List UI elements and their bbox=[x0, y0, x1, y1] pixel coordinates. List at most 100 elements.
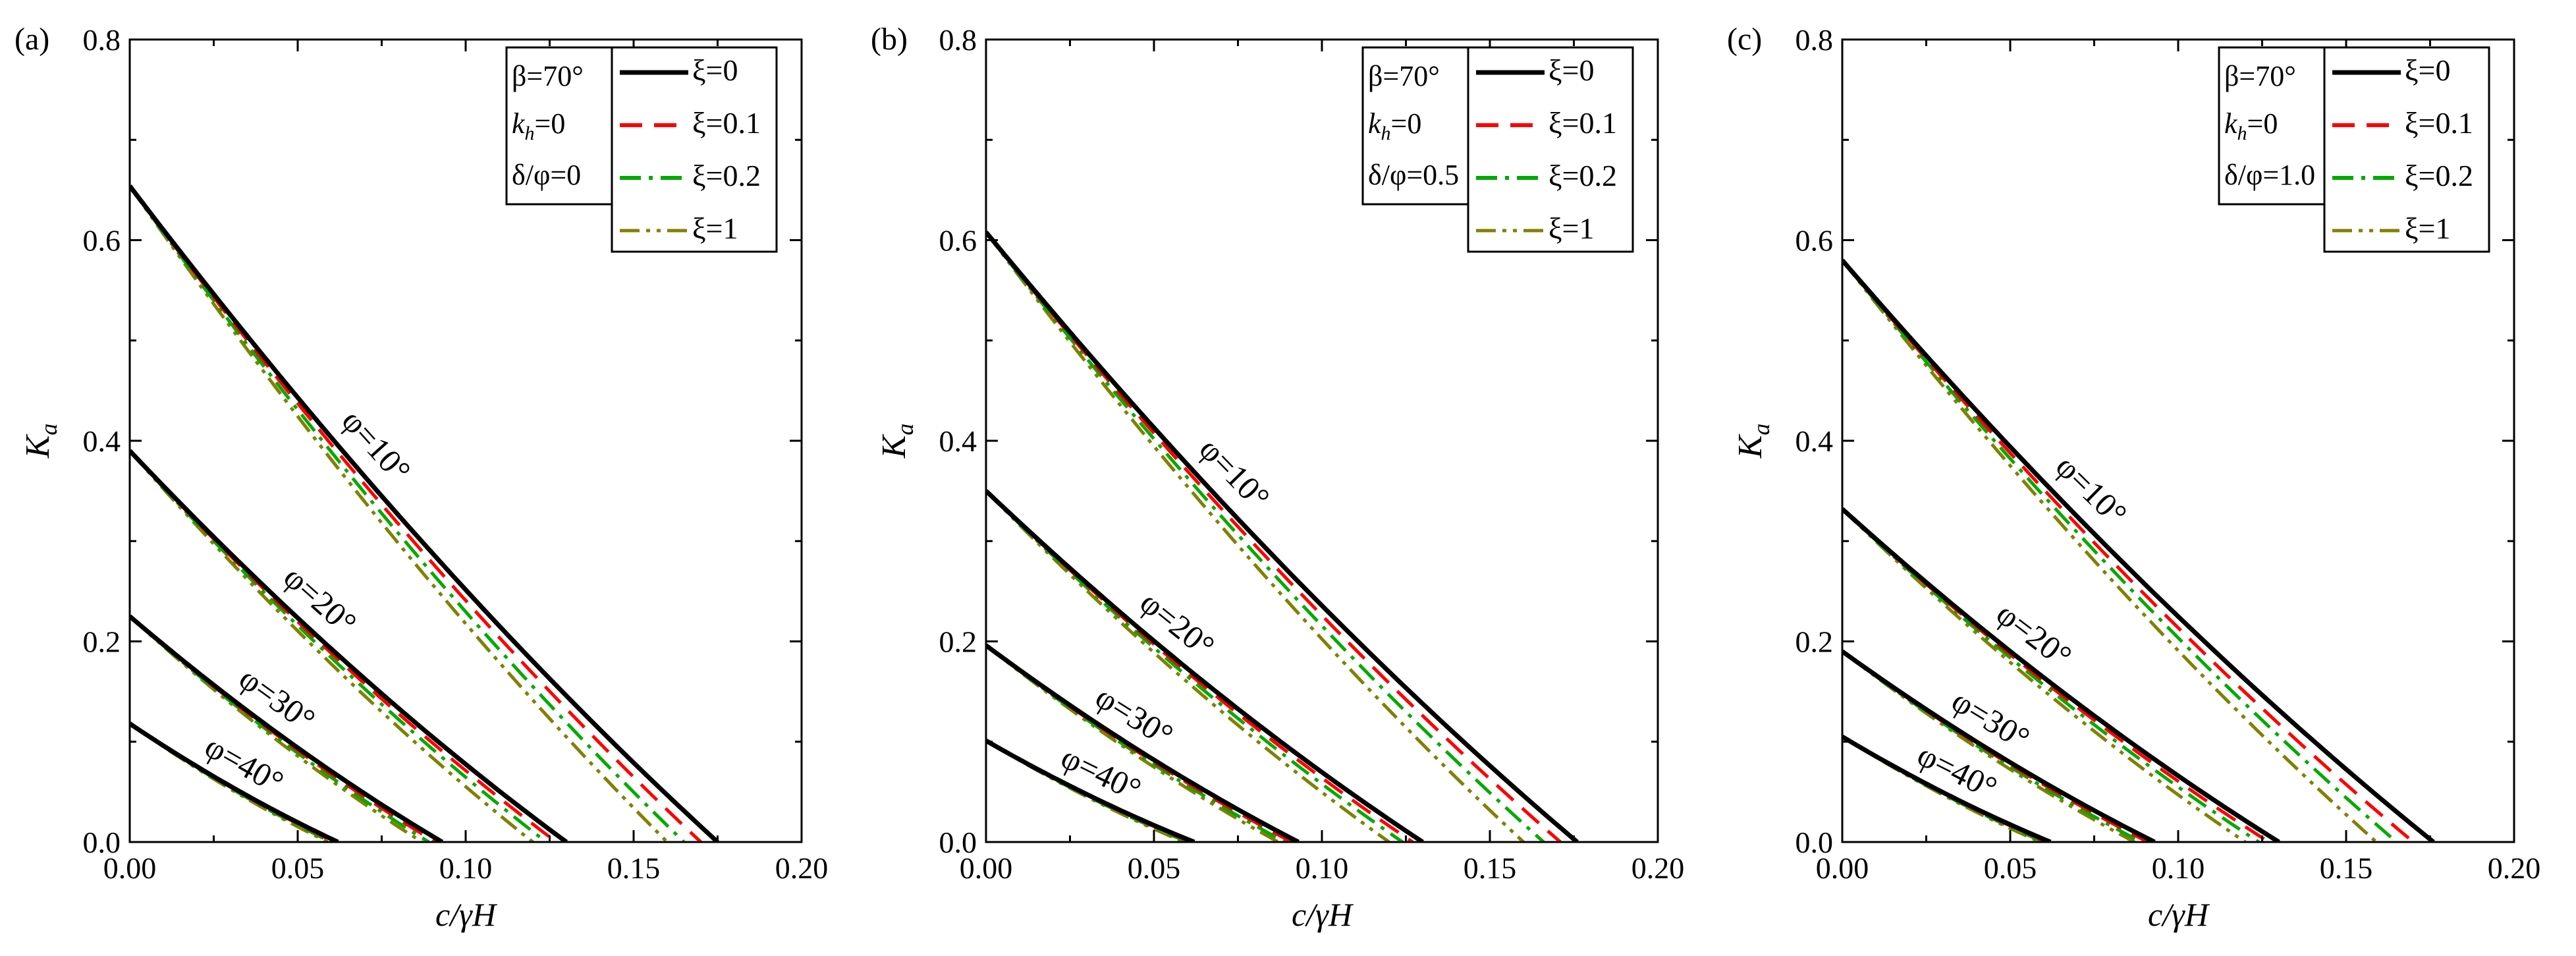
legend-label-1: ξ=0 bbox=[2405, 53, 2450, 87]
series-line-2-1 bbox=[1842, 507, 2280, 842]
series-line-1-3 bbox=[130, 184, 686, 842]
legend-box bbox=[2323, 46, 2490, 253]
series-line-2-2 bbox=[1842, 507, 2270, 842]
chart-panel-3: 0.00 0.05 0.10 0.15 0.20 0.0 0.2 0.4 0.6 0.8 c/γH K… bbox=[1727, 22, 2540, 933]
param-kh-symbol: k bbox=[512, 107, 526, 140]
y-tick-label: 0.0 bbox=[1795, 826, 1834, 859]
y-tick-label: 0.2 bbox=[939, 625, 977, 659]
curves bbox=[986, 231, 1579, 842]
curve-annotation-1: φ=10° bbox=[2048, 447, 2134, 532]
chart-panel-2: 0.00 0.05 0.10 0.15 0.20 0.0 0.2 0.4 0.6 0.8 c/γH K… bbox=[871, 22, 1684, 933]
param-kh-value: =0 bbox=[1391, 107, 1422, 140]
series-line-3-2 bbox=[130, 615, 437, 842]
curve-annotation-1: φ=10° bbox=[335, 402, 418, 489]
series-line-2-3 bbox=[130, 449, 547, 842]
series-line-4-1 bbox=[130, 721, 339, 842]
legend-label-1: ξ=0 bbox=[1548, 53, 1594, 87]
panel-label: (b) bbox=[871, 22, 908, 57]
y-axis-label-sub: a bbox=[1748, 424, 1774, 436]
curve-annotation-2: φ=20° bbox=[1134, 584, 1222, 665]
param-kh-sub: h bbox=[525, 123, 535, 144]
panel-label: (c) bbox=[1727, 22, 1762, 57]
param-kh-symbol: k bbox=[2224, 107, 2238, 140]
y-tick-label: 0.8 bbox=[83, 23, 121, 57]
y-axis-label: Ka bbox=[19, 424, 62, 459]
param-kh-value: =0 bbox=[2247, 107, 2278, 140]
param-delta: δ/φ=1.0 bbox=[2224, 159, 2315, 191]
legend-label-1: ξ=0 bbox=[692, 53, 738, 87]
x-tick-label: 0.00 bbox=[103, 851, 157, 885]
series-line-3-1 bbox=[986, 643, 1300, 842]
curves bbox=[1842, 258, 2435, 842]
y-tick-label: 0.6 bbox=[83, 224, 121, 258]
series-line-2-1 bbox=[130, 449, 568, 842]
series-line-3-1 bbox=[130, 614, 444, 842]
x-tick-label: 0.00 bbox=[1816, 851, 1869, 885]
series-line-1-4 bbox=[1842, 259, 2378, 842]
legend-box bbox=[1467, 46, 1634, 253]
series-line-3-3 bbox=[986, 644, 1286, 842]
legend-box bbox=[611, 46, 778, 253]
y-tick-label: 0.6 bbox=[1795, 224, 1834, 258]
legend-label-2: ξ=0.1 bbox=[1548, 106, 1617, 140]
y-axis-label-sub: a bbox=[892, 424, 918, 436]
series-line-2-1 bbox=[986, 489, 1424, 842]
series-line-1-1 bbox=[130, 184, 719, 842]
x-tick-label: 0.10 bbox=[439, 851, 493, 885]
param-delta: δ/φ=0.5 bbox=[1368, 159, 1459, 191]
x-tick-label: 0.10 bbox=[1296, 851, 1349, 885]
series-line-3-3 bbox=[130, 615, 430, 842]
legend-label-4: ξ=1 bbox=[1548, 211, 1594, 245]
y-axis-label: Ka bbox=[875, 424, 918, 459]
legend-label-4: ξ=1 bbox=[692, 211, 738, 245]
panel-label: (a) bbox=[14, 22, 49, 57]
y-axis-label: Ka bbox=[1732, 424, 1774, 459]
y-tick-label: 0.8 bbox=[1795, 23, 1834, 57]
x-tick-label: 0.00 bbox=[960, 851, 1013, 885]
series-line-1-2 bbox=[1842, 259, 2415, 842]
chart-panel-1: 0.00 0.05 0.10 0.15 0.20 0.0 0.2 0.4 0.6 0.8 c/γH K… bbox=[14, 22, 828, 933]
param-kh-value: =0 bbox=[535, 107, 566, 140]
curve-annotation-1: φ=10° bbox=[1192, 430, 1277, 516]
curve-annotation-3: φ=30° bbox=[233, 660, 322, 739]
x-tick-label: 0.15 bbox=[1464, 851, 1517, 885]
y-tick-label: 0.2 bbox=[1795, 625, 1834, 659]
param-beta: β=70° bbox=[512, 60, 584, 92]
param-box bbox=[505, 46, 613, 206]
x-tick-label: 0.10 bbox=[2152, 851, 2205, 885]
y-tick-label: 0.6 bbox=[939, 224, 977, 258]
param-box bbox=[2218, 46, 2326, 206]
legend-label-4: ξ=1 bbox=[2405, 211, 2450, 245]
curve-annotation-2: φ=20° bbox=[277, 559, 364, 642]
curves bbox=[130, 184, 719, 842]
legend-label-3: ξ=0.2 bbox=[2405, 159, 2473, 192]
param-kh: kh=0 bbox=[2224, 107, 2278, 144]
y-tick-label: 0.2 bbox=[83, 625, 121, 659]
x-tick-label: 0.20 bbox=[2488, 851, 2541, 885]
param-beta: β=70° bbox=[1368, 60, 1440, 92]
param-box bbox=[1361, 46, 1469, 206]
series-line-1-1 bbox=[1842, 258, 2435, 842]
legend-label-3: ξ=0.2 bbox=[692, 159, 761, 192]
series-line-1-3 bbox=[986, 231, 1545, 842]
y-tick-label: 0.8 bbox=[939, 23, 977, 57]
series-line-3-1 bbox=[1842, 649, 2156, 842]
x-tick-label: 0.15 bbox=[2320, 851, 2373, 885]
y-tick-label: 0.0 bbox=[83, 826, 121, 859]
x-axis-label: c/γH bbox=[1292, 896, 1354, 933]
curve-annotation-4: φ=40° bbox=[1911, 736, 2003, 806]
param-kh-sub: h bbox=[2237, 123, 2247, 144]
legend-label-2: ξ=0.1 bbox=[692, 106, 761, 140]
series-line-2-4 bbox=[1842, 507, 2247, 842]
param-kh: kh=0 bbox=[512, 107, 565, 144]
param-kh-symbol: k bbox=[1368, 107, 1382, 140]
legend-label-3: ξ=0.2 bbox=[1548, 159, 1617, 192]
y-tick-label: 0.4 bbox=[939, 424, 977, 458]
x-tick-label: 0.05 bbox=[271, 851, 325, 885]
param-kh-sub: h bbox=[1381, 123, 1391, 144]
y-tick-label: 0.4 bbox=[1795, 424, 1834, 458]
legend-label-2: ξ=0.1 bbox=[2405, 106, 2473, 140]
series-line-1-4 bbox=[986, 231, 1525, 842]
series-line-1-4 bbox=[130, 184, 669, 842]
